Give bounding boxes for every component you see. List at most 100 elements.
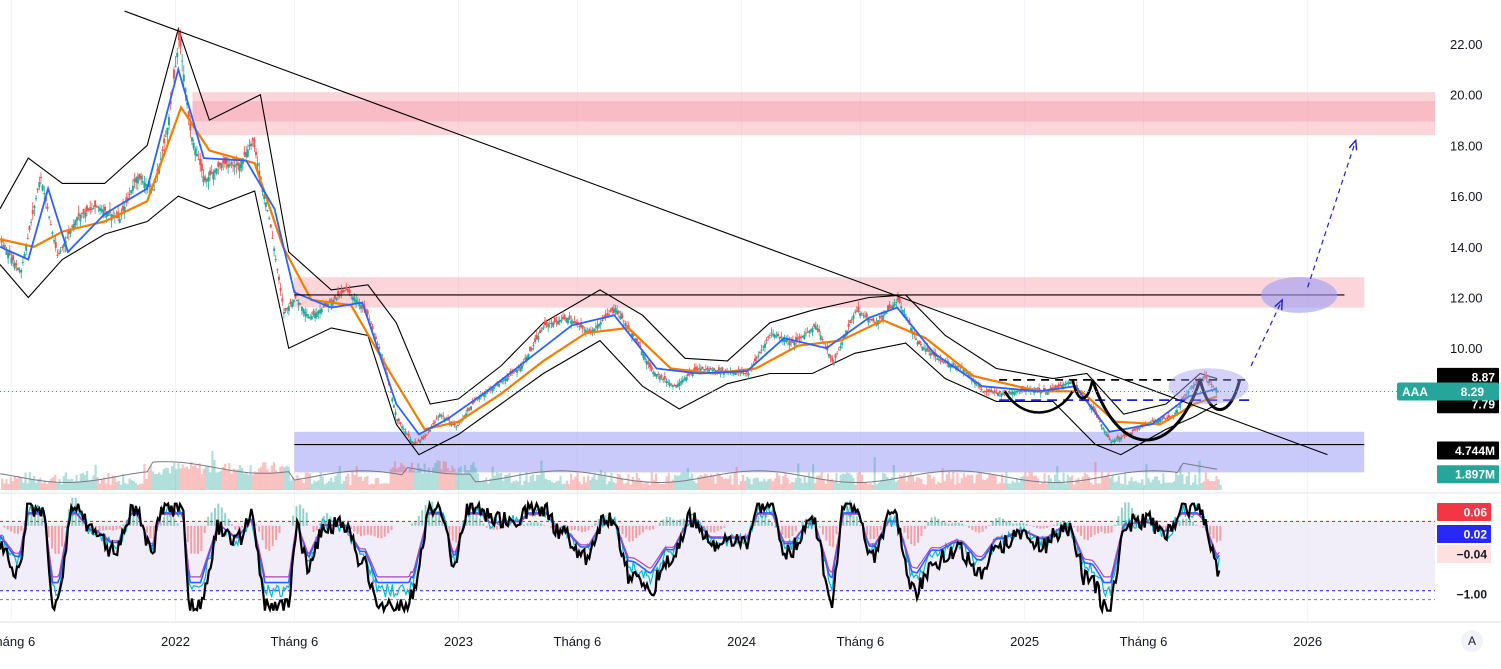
volume-bar	[752, 478, 755, 490]
candle-body	[279, 287, 282, 291]
volume-bar	[217, 471, 220, 490]
time-tick-label: 2025	[1010, 634, 1039, 649]
volume-bar	[317, 480, 320, 490]
volume-bar	[497, 473, 501, 490]
candle-body	[410, 441, 413, 444]
volume-bar	[272, 462, 276, 490]
candle-body	[683, 378, 686, 380]
candle-body	[714, 370, 717, 374]
candle-body	[438, 414, 441, 417]
candle-body	[1108, 438, 1111, 441]
candle-body	[962, 368, 965, 373]
volume-bar	[748, 478, 751, 490]
candle-body	[330, 301, 333, 307]
volume-bar	[247, 474, 250, 490]
candle-body	[430, 425, 433, 428]
oscillator-histogram-bar	[434, 507, 437, 526]
oscillator-histogram-bar	[984, 525, 987, 529]
volume-bar	[947, 472, 951, 490]
candle-body	[153, 189, 156, 191]
volume-bar	[678, 475, 681, 490]
candle-body	[829, 355, 832, 358]
volume-bar	[1098, 483, 1101, 490]
oscillator-histogram-bar	[353, 525, 356, 532]
candle-body	[317, 311, 320, 314]
volume-bar	[1158, 480, 1161, 490]
volume-bar	[257, 468, 261, 490]
volume-bar	[969, 475, 972, 490]
volume-bar	[190, 462, 193, 490]
candle-body	[335, 297, 338, 300]
volume-bar	[873, 457, 876, 490]
candle-body	[102, 209, 105, 217]
candle-body	[1184, 394, 1187, 397]
candle-body	[105, 211, 108, 218]
candle-body	[281, 298, 284, 302]
candle-body	[497, 383, 500, 387]
volume-bar	[1204, 472, 1207, 490]
candle-body	[325, 302, 328, 306]
auto-scale-button[interactable]: A	[1461, 630, 1483, 652]
price-tick-label: 14.00	[1450, 240, 1483, 255]
volume-bar	[1102, 476, 1106, 490]
volume-bar	[540, 460, 543, 490]
volume-bar	[198, 463, 201, 490]
oscillator-histogram-bar	[482, 523, 485, 526]
oscillator-pane	[0, 497, 1435, 615]
volume-bar	[468, 470, 471, 490]
volume-bar	[126, 484, 129, 490]
oscillator-histogram-bar	[200, 525, 203, 551]
candle-body	[69, 230, 72, 234]
candle-body	[821, 339, 824, 341]
candle-body	[780, 336, 783, 338]
candle-body	[396, 418, 399, 422]
candle-body	[174, 65, 177, 68]
volume-bar	[701, 475, 704, 490]
volume-bar	[480, 481, 484, 490]
bollinger-upper-line	[0, 26, 1218, 415]
candle-body	[455, 426, 458, 428]
candle-body	[573, 321, 576, 323]
candle-body	[524, 357, 527, 360]
candle-body	[703, 369, 706, 371]
candle-body	[883, 313, 886, 315]
oscillator-histogram-bar	[1202, 525, 1205, 528]
candle-body	[209, 170, 212, 176]
oscillator-histogram-bar	[1198, 525, 1201, 527]
candle-body	[315, 312, 318, 318]
candle-body	[1103, 430, 1106, 434]
oscillator-histogram-bar	[757, 516, 760, 526]
volume-bar	[852, 478, 855, 490]
oscillator-histogram-bar	[1008, 522, 1011, 526]
candle-body	[1111, 440, 1114, 442]
volume-bar	[735, 466, 738, 490]
price-pane[interactable]	[0, 0, 1501, 623]
volume-bar	[1079, 481, 1082, 490]
oscillator-histogram-bar	[37, 509, 40, 526]
volume-bar	[606, 484, 609, 490]
oscillator-histogram-bar	[258, 525, 261, 532]
candle-body	[38, 182, 41, 188]
candle-body	[793, 342, 796, 346]
volume-bar	[304, 472, 307, 490]
oscillator-histogram-bar	[662, 519, 665, 526]
candle-body	[657, 374, 660, 376]
volume-bar	[1155, 476, 1159, 490]
volume-bar	[111, 475, 114, 490]
candle-body	[36, 188, 39, 191]
candle-body	[836, 353, 839, 355]
candle-body	[99, 207, 102, 211]
oscillator-histogram-bar	[967, 525, 970, 528]
oscillator-histogram-bar	[794, 525, 797, 532]
candle-body	[284, 307, 287, 311]
volume-bar	[412, 470, 416, 490]
candle-body	[1187, 390, 1190, 394]
volume-bar	[884, 473, 887, 490]
candle-body	[1159, 419, 1162, 422]
candle-body	[72, 223, 75, 230]
candle-body	[542, 327, 545, 330]
candle-body	[425, 434, 428, 436]
candle-body	[130, 190, 133, 194]
candle-body	[286, 308, 289, 310]
